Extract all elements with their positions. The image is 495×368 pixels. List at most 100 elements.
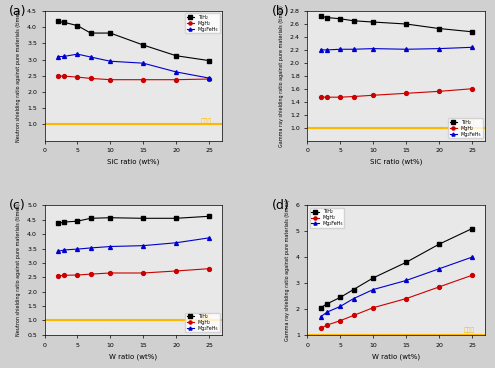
TiH₂ — [403, 260, 409, 265]
Mg₂FeH₆ — [436, 266, 442, 271]
TiH₂ — [140, 216, 146, 220]
TiH₂ — [350, 287, 356, 292]
MgH₂ — [88, 76, 94, 81]
Mg₂FeH₆ — [55, 54, 61, 59]
TiH₂ — [107, 31, 113, 35]
Line: MgH₂: MgH₂ — [56, 267, 211, 278]
TiH₂ — [350, 18, 356, 23]
MgH₂ — [61, 273, 67, 277]
Legend: TiH₂, MgH₂, Mg₂FeH₆: TiH₂, MgH₂, Mg₂FeH₆ — [448, 118, 483, 138]
MgH₂ — [469, 86, 475, 91]
MgH₂ — [318, 95, 324, 99]
Line: MgH₂: MgH₂ — [56, 74, 211, 82]
TiH₂ — [436, 26, 442, 31]
X-axis label: SiC ratio (wt%): SiC ratio (wt%) — [370, 159, 422, 165]
Text: 단일상: 단일상 — [464, 120, 475, 126]
Text: (b): (b) — [272, 4, 290, 18]
TiH₂ — [338, 295, 344, 300]
Mg₂FeH₆ — [318, 315, 324, 319]
MgH₂ — [173, 269, 179, 273]
TiH₂ — [74, 24, 80, 28]
TiH₂ — [55, 221, 61, 226]
Mg₂FeH₆ — [55, 249, 61, 254]
TiH₂ — [318, 305, 324, 310]
MgH₂ — [324, 95, 330, 99]
TiH₂ — [140, 43, 146, 47]
Line: MgH₂: MgH₂ — [319, 87, 474, 99]
MgH₂ — [55, 74, 61, 78]
Mg₂FeH₆ — [88, 55, 94, 59]
MgH₂ — [350, 313, 356, 318]
Line: TiH₂: TiH₂ — [56, 20, 211, 63]
TiH₂ — [206, 214, 212, 219]
MgH₂ — [55, 274, 61, 278]
Mg₂FeH₆ — [88, 246, 94, 250]
Mg₂FeH₆ — [140, 61, 146, 66]
TiH₂ — [403, 22, 409, 26]
Text: (c): (c) — [9, 199, 26, 212]
TiH₂ — [61, 20, 67, 25]
Y-axis label: Neutron shielding ratio against pure materials (times): Neutron shielding ratio against pure mat… — [16, 10, 21, 142]
Mg₂FeH₆ — [74, 52, 80, 56]
Mg₂FeH₆ — [370, 287, 376, 292]
Mg₂FeH₆ — [338, 47, 344, 52]
MgH₂ — [370, 305, 376, 310]
TiH₂ — [370, 20, 376, 24]
Mg₂FeH₆ — [107, 59, 113, 63]
TiH₂ — [55, 19, 61, 24]
Text: 단일상: 단일상 — [201, 314, 212, 319]
Mg₂FeH₆ — [350, 296, 356, 301]
MgH₂ — [338, 95, 344, 99]
Legend: TiH₂, MgH₂, Mg₂FeH₆: TiH₂, MgH₂, Mg₂FeH₆ — [310, 208, 345, 228]
Mg₂FeH₆ — [61, 248, 67, 252]
MgH₂ — [469, 273, 475, 277]
MgH₂ — [206, 77, 212, 81]
Mg₂FeH₆ — [173, 241, 179, 245]
Line: Mg₂FeH₆: Mg₂FeH₆ — [56, 236, 211, 253]
TiH₂ — [318, 14, 324, 18]
MgH₂ — [107, 78, 113, 82]
TiH₂ — [206, 59, 212, 63]
Mg₂FeH₆ — [173, 70, 179, 74]
X-axis label: W ratio (wt%): W ratio (wt%) — [372, 353, 420, 360]
TiH₂ — [74, 219, 80, 223]
MgH₂ — [173, 78, 179, 82]
TiH₂ — [338, 17, 344, 21]
Legend: TiH₂, MgH₂, Mg₂FeH₆: TiH₂, MgH₂, Mg₂FeH₆ — [185, 14, 220, 33]
MgH₂ — [436, 89, 442, 93]
MgH₂ — [370, 93, 376, 98]
X-axis label: W ratio (wt%): W ratio (wt%) — [109, 353, 157, 360]
Mg₂FeH₆ — [403, 47, 409, 52]
TiH₂ — [370, 276, 376, 280]
X-axis label: SiC ratio (wt%): SiC ratio (wt%) — [107, 159, 159, 165]
Text: (a): (a) — [9, 4, 27, 18]
TiH₂ — [324, 15, 330, 20]
Line: MgH₂: MgH₂ — [319, 273, 474, 330]
Mg₂FeH₆ — [74, 247, 80, 251]
Mg₂FeH₆ — [324, 310, 330, 314]
TiH₂ — [324, 302, 330, 306]
Mg₂FeH₆ — [324, 48, 330, 52]
Mg₂FeH₆ — [436, 46, 442, 51]
Line: TiH₂: TiH₂ — [56, 214, 211, 226]
MgH₂ — [318, 326, 324, 330]
MgH₂ — [88, 272, 94, 276]
MgH₂ — [403, 296, 409, 301]
Line: Mg₂FeH₆: Mg₂FeH₆ — [319, 45, 474, 52]
Mg₂FeH₆ — [107, 244, 113, 249]
MgH₂ — [140, 271, 146, 275]
Mg₂FeH₆ — [206, 236, 212, 240]
Line: TiH₂: TiH₂ — [319, 227, 474, 309]
TiH₂ — [107, 216, 113, 220]
MgH₂ — [74, 273, 80, 277]
Y-axis label: Gamma ray shielding ratio against pure materials (times): Gamma ray shielding ratio against pure m… — [285, 199, 290, 341]
MgH₂ — [140, 78, 146, 82]
MgH₂ — [107, 271, 113, 275]
Mg₂FeH₆ — [206, 76, 212, 80]
Mg₂FeH₆ — [318, 48, 324, 52]
Mg₂FeH₆ — [370, 46, 376, 51]
MgH₂ — [436, 285, 442, 289]
Line: TiH₂: TiH₂ — [319, 14, 474, 34]
Text: 단일상: 단일상 — [464, 327, 475, 333]
MgH₂ — [350, 94, 356, 99]
